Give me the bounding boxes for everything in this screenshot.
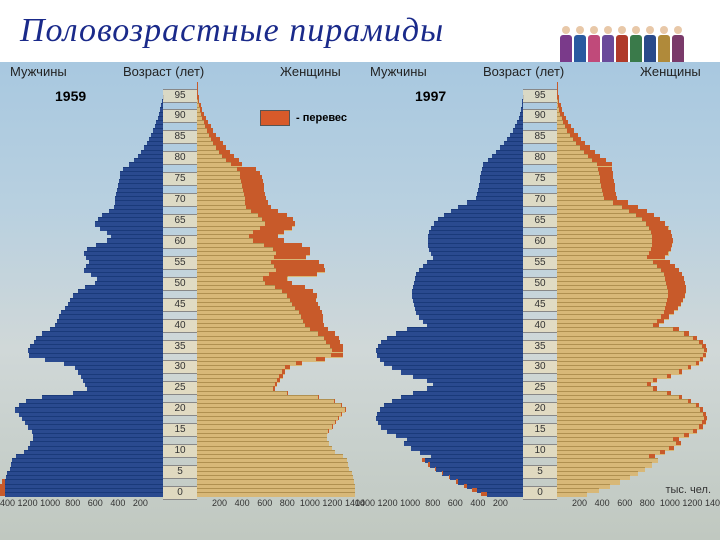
x-tick: 1000 — [660, 498, 680, 508]
x-tick: 600 — [617, 498, 632, 508]
page-title: Половозрастные пирамиды — [20, 12, 444, 50]
x-tick: 200 — [572, 498, 587, 508]
age-tick: 55 — [163, 256, 197, 270]
x-tick: 1200 — [378, 498, 398, 508]
age-tick: 50 — [163, 277, 197, 291]
age-tick: 75 — [523, 172, 557, 186]
x-tick: 400 — [470, 498, 485, 508]
x-tick: 200 — [212, 498, 227, 508]
x-tick: 800 — [65, 498, 80, 508]
x-tick: 1200 — [18, 498, 38, 508]
x-tick: 1200 — [682, 498, 702, 508]
x-tick: 1000 — [400, 498, 420, 508]
age-tick: 80 — [523, 151, 557, 165]
age-tick: 95 — [523, 89, 557, 103]
x-tick: 400 — [110, 498, 125, 508]
age-tick: 70 — [523, 193, 557, 207]
age-tick: 80 — [163, 151, 197, 165]
x-tick: 600 — [88, 498, 103, 508]
x-tick: 1200 — [322, 498, 342, 508]
axis-unit: тыс. чел. — [665, 484, 711, 496]
age-tick: 25 — [163, 381, 197, 395]
age-tick: 40 — [163, 319, 197, 333]
age-tick: 10 — [523, 444, 557, 458]
age-tick: 85 — [163, 130, 197, 144]
x-tick: 800 — [640, 498, 655, 508]
men-label-1997: Мужчины — [370, 64, 427, 79]
age-tick: 35 — [523, 340, 557, 354]
age-tick: 95 — [163, 89, 197, 103]
age-tick: 30 — [163, 360, 197, 374]
age-tick: 70 — [163, 193, 197, 207]
age-tick: 90 — [163, 109, 197, 123]
age-tick: 45 — [523, 298, 557, 312]
x-tick: 1400 — [355, 498, 375, 508]
age-tick: 35 — [163, 340, 197, 354]
age-tick: 20 — [163, 402, 197, 416]
x-tick: 1400 — [705, 498, 720, 508]
age-col-1997: 95908580757065605550454035302520151050 — [523, 82, 557, 492]
x-tick: 1000 — [40, 498, 60, 508]
x-tick: 600 — [448, 498, 463, 508]
age-tick: 30 — [523, 360, 557, 374]
x-tick: 600 — [257, 498, 272, 508]
age-col-1959: 95908580757065605550454035302520151050 — [163, 82, 197, 492]
plot-1959: 95908580757065605550454035302520151050 — [5, 82, 355, 492]
age-tick: 55 — [523, 256, 557, 270]
bars-male-1997 — [365, 82, 523, 492]
age-tick: 60 — [163, 235, 197, 249]
plot-1997: 95908580757065605550454035302520151050 — [365, 82, 715, 492]
age-label-1959: Возраст (лет) — [123, 64, 204, 79]
women-label-1959: Женщины — [280, 64, 341, 79]
age-tick: 20 — [523, 402, 557, 416]
pyramid-1997: Мужчины Возраст (лет) Женщины 1997 95908… — [365, 62, 715, 522]
bars-female-1959 — [197, 82, 355, 492]
x-axis-1997: 1400140012001200100010008008006006004004… — [365, 498, 715, 512]
x-tick: 400 — [235, 498, 250, 508]
men-label-1959: Мужчины — [10, 64, 67, 79]
age-tick: 15 — [163, 423, 197, 437]
age-label-1997: Возраст (лет) — [483, 64, 564, 79]
x-tick: 800 — [280, 498, 295, 508]
x-tick: 400 — [595, 498, 610, 508]
x-tick: 800 — [425, 498, 440, 508]
age-tick: 25 — [523, 381, 557, 395]
age-tick: 65 — [523, 214, 557, 228]
age-tick: 15 — [523, 423, 557, 437]
age-tick: 90 — [523, 109, 557, 123]
women-label-1997: Женщины — [640, 64, 701, 79]
bars-female-1997 — [557, 82, 715, 492]
age-tick: 85 — [523, 130, 557, 144]
age-tick: 50 — [523, 277, 557, 291]
x-tick: 1400 — [0, 498, 15, 508]
people-illustration — [560, 5, 700, 65]
x-tick: 200 — [133, 498, 148, 508]
bars-male-1959 — [5, 82, 163, 492]
age-tick: 40 — [523, 319, 557, 333]
age-tick: 75 — [163, 172, 197, 186]
pyramid-1959: Мужчины Возраст (лет) Женщины 1959 95908… — [5, 62, 355, 522]
age-tick: 5 — [523, 465, 557, 479]
age-tick: 65 — [163, 214, 197, 228]
age-tick: 5 — [163, 465, 197, 479]
x-axis-1959: 1400140012001200100010008008006006004004… — [5, 498, 355, 512]
x-tick: 1000 — [300, 498, 320, 508]
age-tick: 10 — [163, 444, 197, 458]
age-tick: 60 — [523, 235, 557, 249]
x-tick: 200 — [493, 498, 508, 508]
chart-region: - перевес Мужчины Возраст (лет) Женщины … — [0, 62, 720, 540]
age-tick: 45 — [163, 298, 197, 312]
